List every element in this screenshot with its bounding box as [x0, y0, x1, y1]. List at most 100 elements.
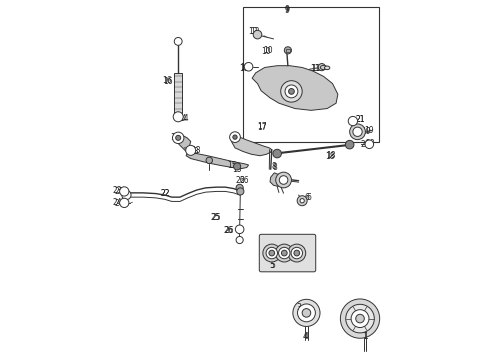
Bar	[286, 49, 290, 52]
Circle shape	[236, 237, 243, 244]
Text: 23: 23	[113, 186, 122, 195]
Circle shape	[297, 304, 316, 322]
Text: 1: 1	[364, 332, 368, 341]
Text: 20: 20	[365, 139, 375, 148]
Circle shape	[276, 172, 292, 188]
Text: 6: 6	[304, 193, 309, 202]
Text: 11: 11	[240, 64, 249, 73]
Circle shape	[263, 244, 281, 262]
Text: 12: 12	[248, 27, 258, 36]
Text: 14: 14	[171, 133, 180, 142]
Circle shape	[284, 47, 292, 54]
Circle shape	[294, 250, 300, 256]
Text: 11: 11	[240, 63, 249, 72]
Circle shape	[266, 247, 277, 259]
Circle shape	[279, 247, 290, 259]
Text: 26: 26	[223, 226, 233, 235]
Text: 10: 10	[261, 47, 270, 56]
Text: 8: 8	[271, 162, 276, 171]
Circle shape	[173, 112, 183, 122]
Circle shape	[275, 244, 293, 262]
Text: 18: 18	[326, 151, 336, 160]
Circle shape	[245, 63, 253, 71]
Text: 20: 20	[361, 140, 370, 149]
Circle shape	[350, 124, 366, 140]
Text: 14: 14	[177, 114, 187, 123]
Polygon shape	[176, 135, 191, 152]
Circle shape	[172, 132, 184, 144]
Circle shape	[300, 199, 304, 203]
Text: 24: 24	[113, 198, 122, 207]
Text: 8: 8	[273, 163, 278, 172]
Text: 25: 25	[212, 213, 221, 222]
Text: 17: 17	[257, 122, 267, 131]
Text: 23: 23	[115, 187, 124, 196]
Text: 12: 12	[250, 27, 259, 36]
Text: 25: 25	[211, 213, 220, 222]
Circle shape	[341, 299, 380, 338]
Text: 3: 3	[297, 303, 302, 312]
Circle shape	[356, 314, 364, 323]
Text: 14: 14	[173, 134, 183, 143]
Circle shape	[293, 299, 320, 327]
Ellipse shape	[324, 66, 330, 69]
Circle shape	[279, 176, 288, 184]
Circle shape	[353, 127, 362, 136]
Circle shape	[291, 247, 302, 259]
FancyBboxPatch shape	[259, 234, 316, 272]
Text: 6: 6	[306, 193, 311, 202]
Circle shape	[186, 145, 196, 156]
Text: 15: 15	[227, 161, 237, 170]
Circle shape	[176, 135, 181, 140]
Circle shape	[281, 81, 302, 102]
Circle shape	[206, 157, 213, 163]
Circle shape	[365, 140, 373, 149]
Circle shape	[253, 30, 262, 39]
Text: 16: 16	[163, 77, 173, 86]
Text: 5: 5	[270, 261, 275, 270]
Text: 2: 2	[304, 309, 309, 318]
Text: 11: 11	[312, 64, 321, 73]
Text: 7: 7	[286, 179, 290, 188]
Text: 22: 22	[161, 189, 171, 198]
Text: 10: 10	[264, 46, 273, 55]
Text: 9: 9	[284, 6, 289, 15]
Circle shape	[285, 85, 298, 98]
Text: 19: 19	[365, 126, 374, 135]
Text: 17: 17	[257, 123, 267, 132]
Text: 21: 21	[355, 116, 365, 125]
Circle shape	[345, 140, 354, 149]
Circle shape	[281, 250, 287, 256]
Text: 26: 26	[224, 226, 234, 235]
Text: 13: 13	[191, 146, 201, 155]
Circle shape	[120, 198, 129, 207]
Circle shape	[351, 310, 369, 328]
Text: 19: 19	[361, 127, 370, 136]
Text: 15: 15	[232, 166, 242, 175]
Circle shape	[235, 225, 244, 234]
Text: 14: 14	[179, 114, 188, 123]
Circle shape	[273, 149, 281, 158]
Circle shape	[174, 37, 182, 45]
Circle shape	[122, 190, 131, 200]
Text: 18: 18	[325, 152, 335, 161]
Circle shape	[288, 244, 306, 262]
Text: 11: 11	[310, 64, 319, 73]
Circle shape	[237, 188, 244, 195]
Polygon shape	[186, 152, 248, 168]
Text: 5: 5	[270, 261, 274, 270]
Text: 24: 24	[115, 199, 124, 208]
Text: 4: 4	[304, 332, 309, 341]
Circle shape	[236, 184, 243, 192]
Text: 26: 26	[240, 176, 249, 185]
Text: 21: 21	[355, 115, 365, 124]
Bar	[174, 73, 182, 116]
Polygon shape	[270, 173, 288, 186]
Text: 7: 7	[283, 180, 288, 189]
Text: 1: 1	[362, 332, 367, 341]
Circle shape	[269, 250, 275, 256]
Text: 2: 2	[303, 308, 307, 317]
Text: 26: 26	[236, 176, 245, 185]
Text: 13: 13	[190, 147, 199, 156]
Circle shape	[120, 187, 129, 196]
